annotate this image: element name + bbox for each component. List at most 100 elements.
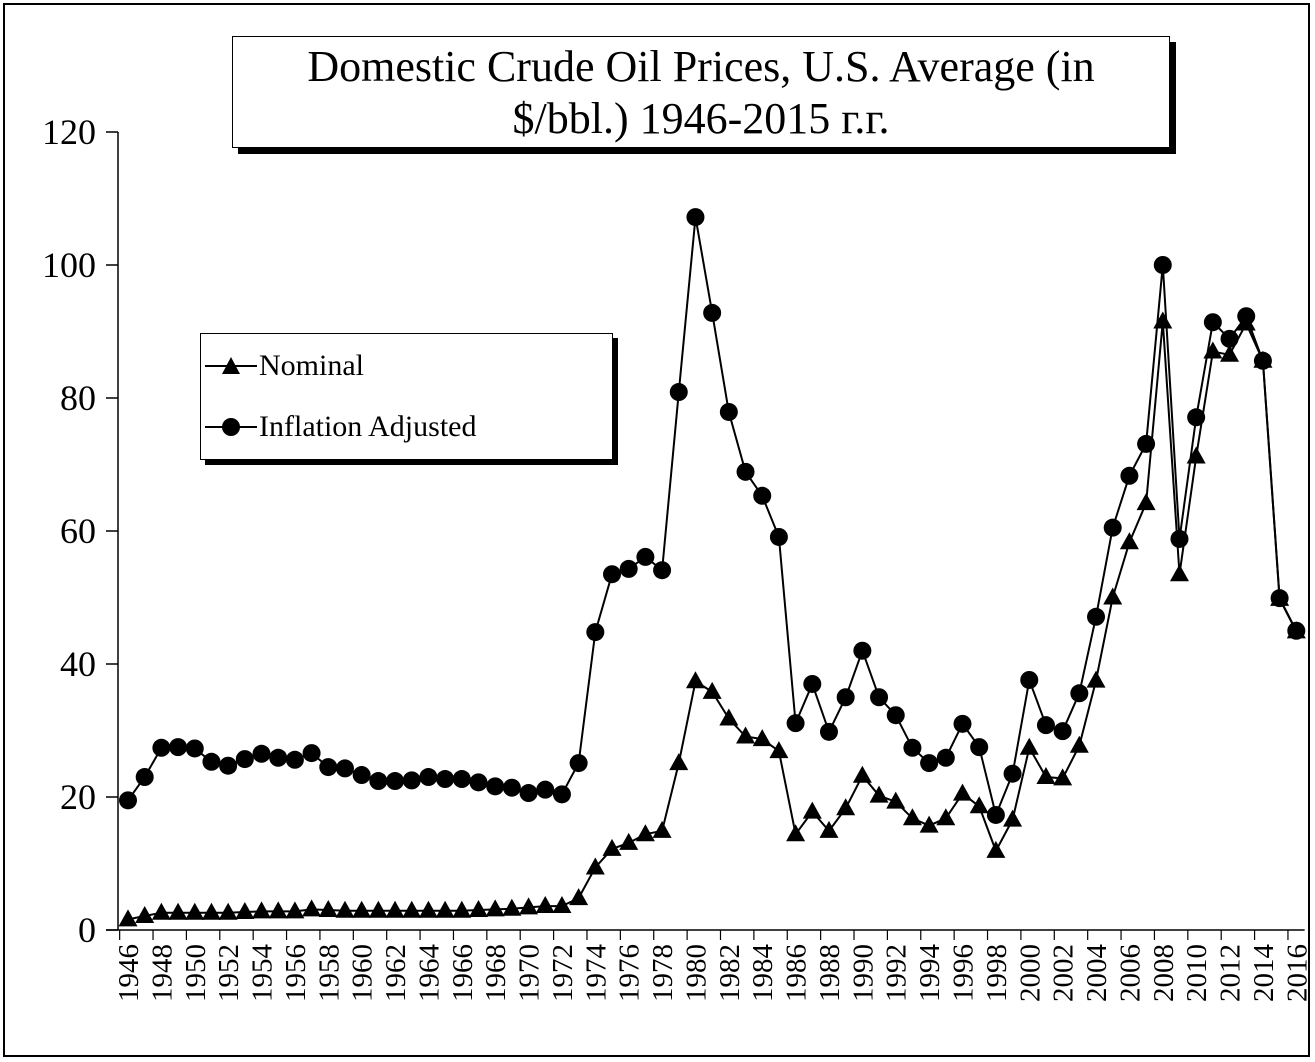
data-point-circle [235,750,254,769]
data-point-circle [436,770,455,789]
data-point-triangle [285,901,305,919]
data-point-circle [936,748,955,767]
x-tick-label: 1978 [647,944,679,1002]
y-tick-label: 20 [60,777,96,817]
data-point-circle [653,561,672,580]
data-point-circle [402,771,421,790]
data-point-triangle [602,838,622,856]
data-point-triangle [302,899,322,917]
data-point-triangle [1136,493,1156,511]
data-point-circle [703,303,722,322]
y-tick-label: 100 [42,245,96,285]
data-point-triangle [468,900,488,918]
data-point-circle [319,758,338,777]
data-point-circle [552,785,571,804]
data-point-circle [1153,256,1172,274]
data-point-triangle [852,765,872,783]
data-point-triangle [535,896,555,914]
data-point-triangle [435,900,455,918]
legend-label: Nominal [259,349,364,382]
data-point-triangle [201,902,221,920]
x-tick-label: 2012 [1215,944,1247,1002]
data-point-triangle [802,801,822,819]
data-point-triangle [786,824,806,842]
data-point-circle [386,772,405,791]
data-point-circle [536,780,555,799]
data-point-circle [335,759,354,778]
data-point-circle [119,791,137,810]
data-point-circle [803,674,822,693]
data-point-circle [619,559,638,578]
data-point-triangle [185,902,205,920]
x-tick-label: 1946 [113,944,145,1002]
x-tick-label: 2000 [1014,944,1046,1002]
x-tick-label: 1972 [547,944,579,1002]
data-point-circle [970,738,989,757]
data-point-triangle [836,798,856,816]
data-point-circle [1170,529,1189,548]
chart-frame [3,3,1310,1057]
y-tick-label: 0 [78,910,96,950]
data-point-triangle [318,900,338,918]
data-point-triangle [218,902,238,920]
legend: Nominal Inflation Adjusted [200,333,613,460]
data-point-circle [135,768,154,787]
data-point-circle [853,641,872,660]
data-point-triangle [669,753,689,771]
legend-item-nominal: Nominal [205,349,364,383]
x-tick-label: 1964 [413,944,445,1003]
chart-title: Domestic Crude Oil Prices, U.S. Average … [232,36,1170,148]
x-tick-label: 2016 [1281,944,1313,1002]
x-tick-label: 1994 [914,944,946,1003]
data-point-triangle [769,741,789,759]
triangle-marker-icon [205,357,257,374]
data-point-circle [252,744,271,763]
data-point-triangle [352,900,372,918]
data-point-circle [486,777,505,796]
data-point-triangle [368,900,388,918]
data-point-triangle [752,729,772,747]
data-point-triangle [953,783,972,801]
x-tick-label: 1996 [948,944,980,1002]
data-point-circle [920,754,939,773]
x-tick-label: 1974 [580,944,612,1003]
x-tick-label: 1992 [881,944,913,1002]
data-point-triangle [268,901,288,919]
data-point-circle [352,766,371,785]
data-point-circle [819,722,838,741]
data-point-circle [1003,764,1022,783]
data-point-circle [686,208,705,227]
data-point-circle [603,565,622,584]
data-point-circle [1253,351,1272,370]
data-point-triangle [1169,564,1189,582]
data-point-circle [1270,589,1289,608]
x-tick-label: 1954 [247,944,279,1003]
x-tick-label: 1958 [313,944,345,1002]
x-tick-label: 1986 [781,944,813,1002]
data-point-circle [736,462,755,481]
data-point-circle [786,714,805,733]
x-tick-label: 1988 [814,944,846,1002]
x-tick-label: 1980 [680,944,712,1002]
data-point-circle [1287,621,1306,640]
data-point-circle [1036,716,1055,735]
data-point-triangle [1103,587,1123,605]
data-point-triangle [936,808,956,826]
x-tick-label: 2004 [1081,944,1113,1003]
y-tick-label: 40 [60,644,96,684]
data-point-triangle [485,899,505,917]
data-point-circle [285,750,304,769]
data-point-circle [519,784,538,803]
data-point-triangle [402,900,422,918]
data-point-circle [469,773,488,792]
data-point-triangle [1069,735,1089,753]
data-point-triangle [335,900,355,918]
x-tick-label: 1956 [280,944,312,1002]
data-point-triangle [118,909,138,927]
y-tick-label: 120 [42,112,96,152]
data-point-circle [1187,408,1206,427]
data-point-circle [836,688,855,707]
x-tick-label: 2006 [1114,944,1146,1002]
data-point-circle [1137,434,1156,453]
data-point-triangle [736,726,756,744]
